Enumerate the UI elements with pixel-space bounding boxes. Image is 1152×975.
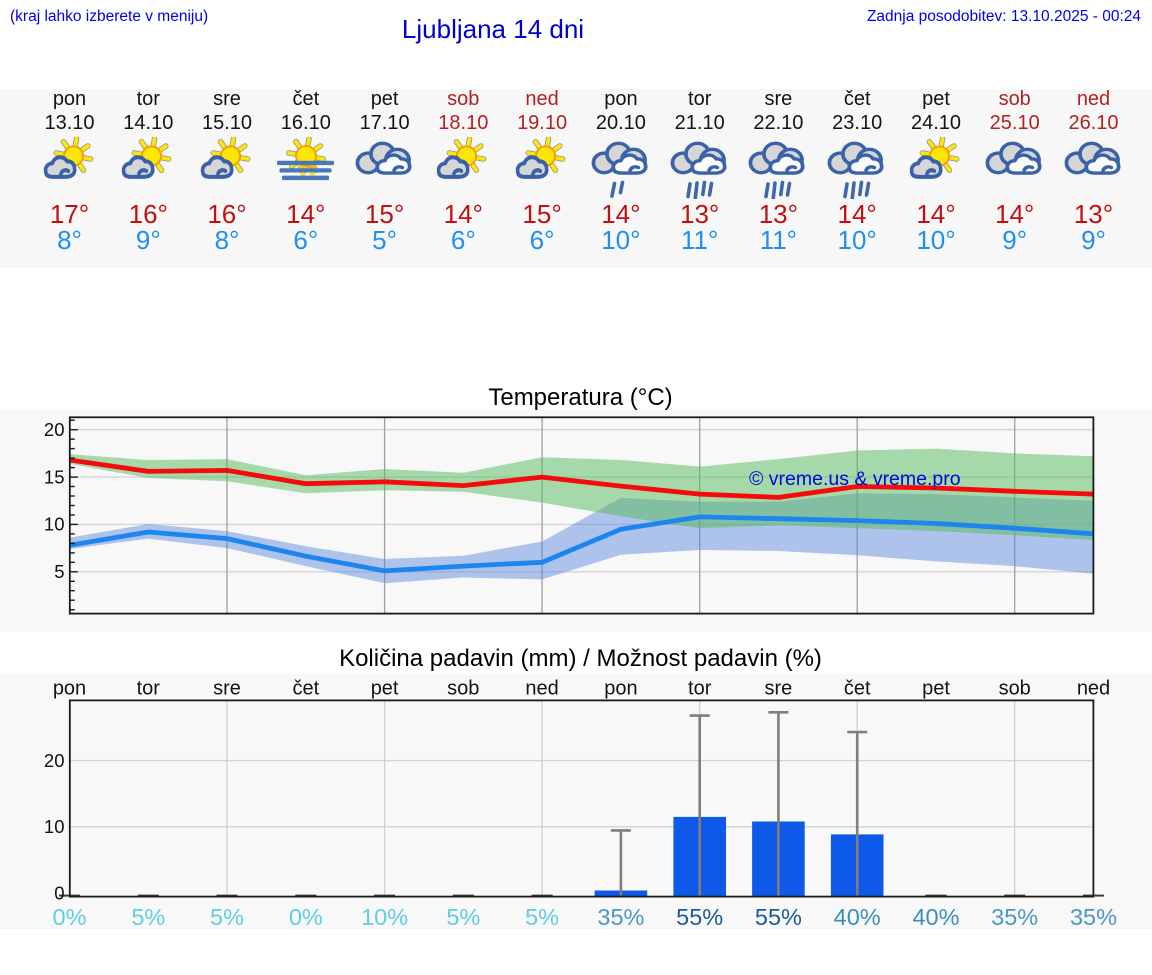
svg-text:5: 5 [54, 561, 64, 582]
svg-text:55%: 55% [755, 904, 802, 930]
svg-text:55%: 55% [676, 904, 723, 930]
svg-text:35%: 35% [597, 904, 644, 930]
svg-text:sob: sob [447, 678, 479, 700]
svg-text:ned: ned [1077, 678, 1110, 700]
svg-text:ned: ned [525, 678, 558, 700]
svg-text:sob: sob [999, 678, 1031, 700]
svg-text:0: 0 [54, 882, 64, 903]
svg-text:čet: čet [292, 678, 319, 700]
svg-text:35%: 35% [1070, 904, 1117, 930]
svg-text:10: 10 [44, 816, 65, 837]
svg-text:pon: pon [53, 678, 86, 700]
svg-text:5%: 5% [131, 904, 165, 930]
svg-text:5%: 5% [210, 904, 244, 930]
svg-text:10%: 10% [361, 904, 408, 930]
svg-text:pon: pon [604, 678, 637, 700]
svg-text:15: 15 [44, 466, 65, 487]
svg-text:tor: tor [688, 678, 712, 700]
svg-text:35%: 35% [991, 904, 1038, 930]
svg-text:sre: sre [765, 678, 793, 700]
svg-text:pet: pet [371, 678, 399, 700]
svg-text:0%: 0% [289, 904, 323, 930]
svg-text:10: 10 [44, 514, 65, 535]
svg-text:40%: 40% [834, 904, 881, 930]
svg-text:© vreme.us & vreme.pro: © vreme.us & vreme.pro [749, 468, 961, 490]
svg-text:sre: sre [213, 678, 241, 700]
svg-text:čet: čet [844, 678, 871, 700]
svg-text:5%: 5% [446, 904, 480, 930]
svg-text:20: 20 [44, 419, 65, 440]
svg-text:tor: tor [137, 678, 161, 700]
svg-text:5%: 5% [525, 904, 559, 930]
svg-text:20: 20 [44, 750, 65, 771]
svg-text:0%: 0% [53, 904, 87, 930]
svg-text:40%: 40% [912, 904, 959, 930]
svg-text:pet: pet [922, 678, 950, 700]
